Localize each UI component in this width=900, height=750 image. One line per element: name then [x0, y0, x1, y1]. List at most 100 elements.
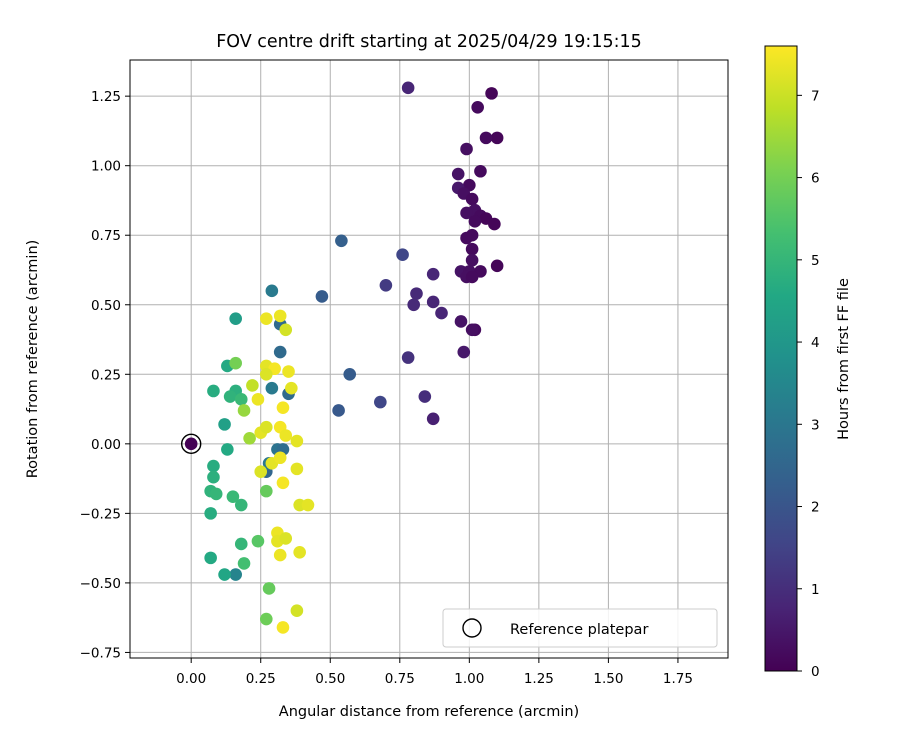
legend-marker-reference	[462, 618, 482, 638]
data-point	[273, 451, 287, 465]
data-point	[465, 270, 479, 284]
chart-title: FOV centre drift starting at 2025/04/29 …	[216, 32, 642, 52]
colorbar-tick-label: 5	[811, 253, 820, 269]
colorbar: 0 1 2 3 4 5 6 7 Hours from first FF file	[764, 45, 852, 680]
data-point	[374, 395, 387, 409]
data-point	[254, 465, 268, 478]
data-point	[262, 582, 276, 595]
data-point	[273, 309, 287, 323]
data-point	[282, 365, 295, 378]
grid	[130, 60, 728, 658]
x-tick-label: 0.25	[246, 671, 276, 687]
data-point	[209, 487, 223, 501]
data-point	[226, 490, 240, 503]
legend: Reference platepar	[442, 608, 718, 648]
data-point	[279, 323, 293, 337]
data-points	[204, 81, 504, 634]
data-point	[279, 429, 293, 442]
x-tick-label: 1.00	[454, 671, 484, 687]
data-point	[234, 498, 248, 512]
data-point	[465, 253, 479, 267]
y-tick-label: −0.50	[80, 576, 121, 592]
data-point	[273, 345, 287, 359]
data-point	[290, 434, 304, 448]
data-point	[234, 537, 248, 551]
data-point	[276, 621, 290, 634]
data-point	[251, 393, 265, 406]
data-point	[435, 306, 448, 320]
x-tick-label: 1.25	[524, 671, 554, 687]
data-point	[460, 142, 473, 156]
data-point	[460, 231, 473, 245]
x-tick-label: 1.50	[593, 671, 623, 687]
data-point	[457, 345, 471, 359]
plot-frame	[129, 59, 729, 659]
data-point	[265, 284, 279, 298]
data-point	[273, 548, 287, 562]
data-point	[259, 367, 273, 381]
data-point	[259, 312, 273, 325]
colorbar-tick-label: 7	[811, 88, 820, 104]
colorbar-tick-label: 3	[811, 417, 820, 433]
data-point	[276, 401, 290, 414]
data-point	[290, 462, 304, 476]
data-point	[259, 612, 273, 626]
data-point	[290, 604, 304, 618]
colorbar-label: Hours from first FF file	[836, 278, 852, 440]
colorbar-tick-label: 6	[811, 171, 820, 187]
data-point	[488, 217, 501, 231]
data-point	[204, 551, 217, 565]
data-point	[332, 404, 345, 417]
y-tick-label: −0.75	[80, 645, 121, 661]
y-tick-label: 0.75	[91, 228, 121, 244]
x-tick-label: 0.50	[315, 671, 345, 687]
data-point	[237, 404, 251, 417]
data-point	[410, 287, 423, 300]
y-tick-label: 0.25	[91, 367, 121, 383]
data-point	[315, 290, 329, 303]
data-point	[276, 476, 290, 490]
data-point	[229, 568, 242, 581]
y-tick-label: 0.50	[91, 298, 121, 314]
colorbar-tick-label: 0	[811, 664, 820, 680]
data-point	[474, 164, 487, 178]
data-point	[207, 459, 220, 473]
data-point	[465, 192, 479, 206]
data-point	[401, 351, 415, 364]
data-point	[301, 498, 315, 512]
data-point	[451, 167, 465, 181]
data-point	[218, 418, 231, 431]
reference-marker-ring	[180, 433, 202, 455]
x-tick-label: 0.75	[385, 671, 415, 687]
legend-label-reference: Reference platepar	[510, 622, 648, 638]
data-point	[251, 534, 265, 548]
y-tick-label: −0.25	[80, 506, 121, 522]
data-point	[204, 507, 217, 520]
data-point	[229, 312, 242, 325]
data-point	[237, 557, 251, 570]
data-point	[335, 234, 348, 248]
data-point	[246, 379, 259, 392]
data-point	[218, 568, 231, 581]
data-point	[279, 532, 293, 545]
data-point	[465, 323, 479, 337]
data-point	[426, 295, 440, 309]
y-axis-ticks: −0.75 −0.50 −0.25 0.00 0.25 0.50 0.75 1.00 1.25	[80, 89, 130, 661]
x-axis-label: Angular distance from reference (arcmin)	[279, 704, 579, 720]
data-point	[454, 315, 468, 328]
colorbar-tick-label: 4	[811, 335, 820, 351]
data-point	[259, 484, 273, 498]
data-point	[479, 131, 493, 145]
data-point	[207, 384, 220, 398]
data-point	[401, 81, 415, 95]
reference-point	[180, 433, 202, 455]
data-point	[293, 546, 306, 559]
data-point	[396, 248, 409, 261]
data-point	[407, 298, 421, 312]
colorbar-tick-label: 2	[811, 500, 820, 516]
x-tick-label: 0.00	[176, 671, 206, 687]
data-point	[243, 431, 256, 445]
x-tick-label: 1.75	[663, 671, 693, 687]
y-tick-label: 1.25	[91, 89, 121, 105]
